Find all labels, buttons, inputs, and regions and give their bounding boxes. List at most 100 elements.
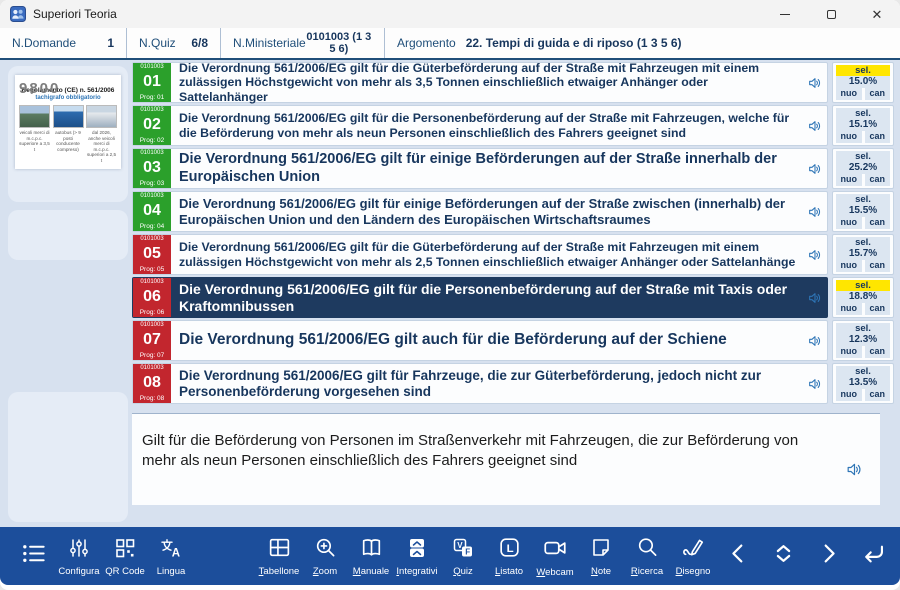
progressive-number: Prog: 05 [139, 265, 165, 273]
note-button[interactable]: Note [578, 535, 624, 578]
configura-label: Configura [58, 565, 100, 577]
sel-button[interactable]: sel. [836, 151, 890, 163]
question-row[interactable]: 0101003 08 Prog: 08 Die Verordnung 561/2006… [132, 363, 828, 404]
speaker-icon[interactable] [803, 235, 827, 274]
close-icon: ✕ [871, 6, 883, 22]
nuo-button[interactable]: nuo [836, 389, 862, 402]
vehicle-photo [52, 105, 84, 128]
selection-percentage: 15.0% [836, 76, 890, 89]
selection-percentage: 15.5% [836, 205, 890, 218]
n-ministeriale-value: 0101003 (1 3 5 6) [306, 30, 372, 55]
card-watermark: 9800 [19, 80, 61, 97]
sel-button[interactable]: sel. [836, 65, 890, 77]
can-button[interactable]: can [864, 303, 890, 316]
answer-panel: Gilt für die Beförderung von Personen im… [132, 413, 880, 505]
previous-question-button[interactable] [716, 540, 761, 572]
speaker-icon[interactable] [803, 364, 827, 403]
question-number-badge: 0101003 02 Prog: 02 [133, 106, 171, 145]
question-number: 02 [143, 115, 161, 133]
minimize-button[interactable] [762, 0, 808, 28]
sel-button[interactable]: sel. [836, 323, 890, 335]
nuo-button[interactable]: nuo [836, 217, 862, 230]
can-button[interactable]: can [864, 217, 890, 230]
question-row[interactable]: 0101003 03 Prog: 03 Die Verordnung 561/2006… [132, 148, 828, 189]
card-photos: veicoli merci di m.c.p.c. superiore a 3,… [17, 105, 119, 163]
sel-button[interactable]: sel. [836, 194, 890, 206]
question-row[interactable]: 0101003 02 Prog: 02 Die Verordnung 561/2006… [132, 105, 828, 146]
disegno-button[interactable]: Disegno [670, 535, 716, 578]
close-button[interactable]: ✕ [854, 0, 900, 28]
pen-draw-icon [681, 535, 706, 565]
sel-button[interactable]: sel. [836, 280, 890, 292]
zoom-in-icon [313, 535, 338, 565]
speaker-icon[interactable] [803, 192, 827, 231]
webcam-button[interactable]: Webcam [532, 535, 578, 578]
speaker-icon[interactable] [845, 460, 864, 484]
maximize-button[interactable] [808, 0, 854, 28]
selection-percentage: 18.8% [836, 291, 890, 304]
sel-button[interactable]: sel. [836, 366, 890, 378]
tabellone-label: Tabellone [258, 566, 300, 577]
question-text: Die Verordnung 561/2006/EG gilt auch für… [179, 331, 727, 349]
n-ministeriale-label: N.Ministeriale [233, 36, 306, 50]
nuo-button[interactable]: nuo [836, 346, 862, 359]
nuo-button[interactable]: nuo [836, 131, 862, 144]
quiz-header: N.Domande 1 N.Quiz 6/8 N.Ministeriale 01… [0, 28, 900, 60]
speaker-icon[interactable] [803, 63, 827, 102]
ricerca-button[interactable]: Ricerca [624, 535, 670, 578]
sidebar-empty-panel-2 [8, 392, 128, 522]
question-row[interactable]: 0101003 05 Prog: 05 Die Verordnung 561/2006… [132, 234, 828, 275]
nuo-button[interactable]: nuo [836, 303, 862, 316]
tabellone-button[interactable]: Tabellone [256, 535, 302, 578]
question-row[interactable]: 0101003 04 Prog: 04 Die Verordnung 561/2006… [132, 191, 828, 232]
stacked-images-icon [405, 536, 429, 565]
listato-button[interactable]: L Listato [486, 535, 532, 578]
svg-text:L: L [506, 543, 513, 555]
can-button[interactable]: can [864, 131, 890, 144]
question-row[interactable]: 0101003 06 Prog: 06 Die Verordnung 561/2006… [132, 277, 828, 318]
lingua-button[interactable]: A Lingua [148, 536, 194, 577]
progressive-number: Prog: 06 [139, 308, 165, 316]
question-number: 01 [143, 72, 161, 90]
sel-button[interactable]: sel. [836, 237, 890, 249]
board-grid-icon [267, 535, 292, 565]
configura-button[interactable]: Configura [56, 536, 102, 577]
progressive-number: Prog: 01 [139, 93, 165, 101]
manuale-button[interactable]: Manuale [348, 535, 394, 578]
disegno-label: Disegno [675, 566, 711, 577]
question-text: Die Verordnung 561/2006/EG gilt für die … [179, 111, 790, 140]
integrativi-button[interactable]: Integrativi [394, 535, 440, 578]
question-row[interactable]: 0101003 01 Prog: 01 Die Verordnung 561/2006… [132, 61, 828, 104]
menu-button[interactable] [10, 536, 56, 577]
selection-percentage: 25.2% [836, 162, 890, 175]
return-button[interactable] [851, 540, 896, 572]
zoom-button[interactable]: Zoom [302, 535, 348, 578]
nuo-button[interactable]: nuo [836, 174, 862, 187]
speaker-icon[interactable] [803, 149, 827, 188]
can-button[interactable]: can [864, 260, 890, 273]
question-number-badge: 0101003 01 Prog: 01 [133, 63, 171, 102]
card-title: Regolamento (CE) n. 561/2006 [21, 87, 115, 94]
can-button[interactable]: can [864, 389, 890, 402]
speaker-icon[interactable] [803, 278, 827, 317]
question-row[interactable]: 0101003 07 Prog: 07 Die Verordnung 561/2006… [132, 320, 828, 361]
progressive-number: Prog: 02 [139, 136, 165, 144]
vehicle-photo [19, 105, 50, 128]
search-icon [635, 535, 660, 565]
question-text: Die Verordnung 561/2006/EG gilt für eini… [179, 196, 786, 227]
speaker-icon[interactable] [803, 106, 827, 145]
next-question-button[interactable] [806, 540, 851, 572]
can-button[interactable]: can [864, 88, 890, 101]
can-button[interactable]: can [864, 174, 890, 187]
nuo-button[interactable]: nuo [836, 260, 862, 273]
scroll-updown-button[interactable] [761, 540, 806, 572]
qr-code-button[interactable]: QR Code [102, 536, 148, 577]
speaker-icon[interactable] [803, 321, 827, 360]
nuo-button[interactable]: nuo [836, 88, 862, 101]
sel-button[interactable]: sel. [836, 108, 890, 120]
sidebar-image-panel: 9800 Regolamento (CE) n. 561/2006 tachig… [8, 66, 128, 202]
can-button[interactable]: can [864, 346, 890, 359]
translate-icon: A [159, 536, 183, 565]
question-illustration[interactable]: 9800 Regolamento (CE) n. 561/2006 tachig… [15, 75, 121, 169]
